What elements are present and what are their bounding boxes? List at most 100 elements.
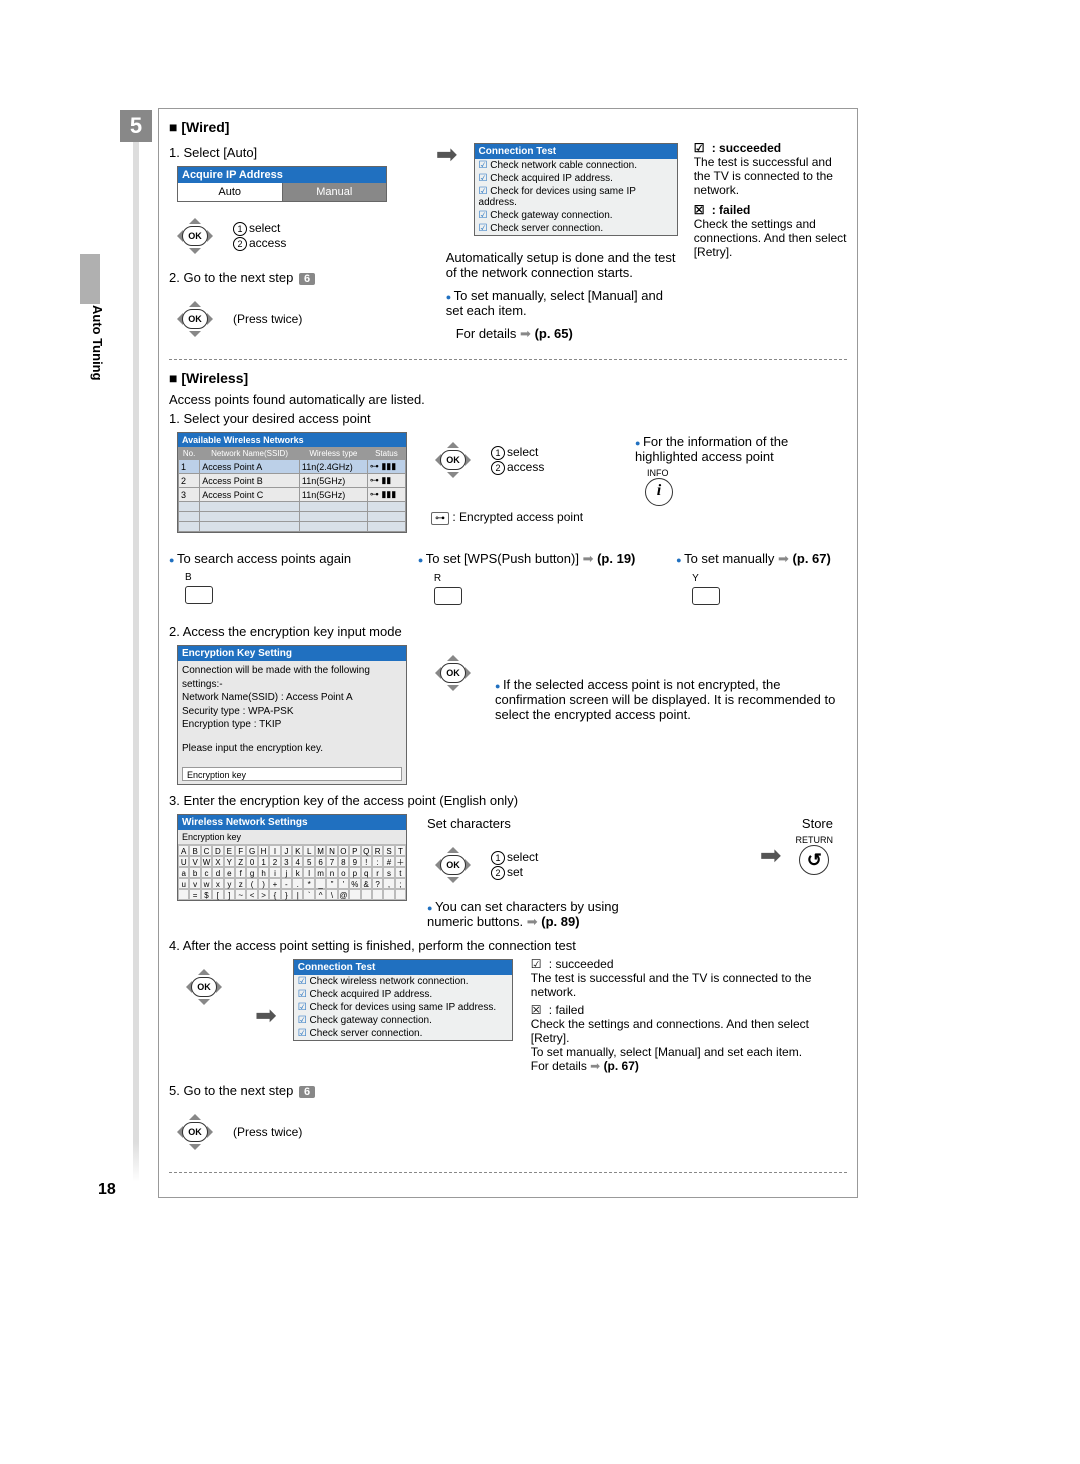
keyboard-key[interactable]: H (258, 845, 269, 856)
keyboard-key[interactable]: 9 (349, 856, 360, 867)
keyboard-key[interactable]: s (383, 867, 394, 878)
keyboard-key[interactable]: . (292, 878, 303, 889)
keyboard-key[interactable]: $ (201, 889, 212, 900)
keyboard-key[interactable] (395, 889, 406, 900)
keyboard-key[interactable]: : (372, 856, 383, 867)
keyboard-key[interactable]: i (269, 867, 280, 878)
keyboard-key[interactable]: ` (303, 889, 314, 900)
table-row[interactable]: 3Access Point C11n(5GHz)⊶ ▮▮▮ (179, 488, 406, 502)
keyboard-key[interactable]: f (235, 867, 246, 878)
keyboard-key[interactable]: w (201, 878, 212, 889)
keyboard-key[interactable]: 6 (315, 856, 326, 867)
keyboard-key[interactable]: a (178, 867, 189, 878)
keyboard-key[interactable]: G (246, 845, 257, 856)
keyboard-key[interactable]: b (189, 867, 200, 878)
keyboard-key[interactable]: J (281, 845, 292, 856)
yellow-button[interactable] (692, 587, 720, 605)
keyboard-key[interactable]: " (326, 878, 337, 889)
keyboard-key[interactable]: U (178, 856, 189, 867)
keyboard-key[interactable]: y (224, 878, 235, 889)
ok-dpad-2[interactable]: OK (171, 295, 219, 343)
keyboard-key[interactable]: \ (326, 889, 337, 900)
keyboard-key[interactable]: I (269, 845, 280, 856)
red-button[interactable] (434, 587, 462, 605)
keyboard-key[interactable]: 4 (292, 856, 303, 867)
keyboard-key[interactable]: F (235, 845, 246, 856)
keyboard-key[interactable]: j (281, 867, 292, 878)
info-icon[interactable]: i (645, 478, 673, 506)
keyboard-key[interactable]: Z (235, 856, 246, 867)
keyboard-key[interactable]: N (326, 845, 337, 856)
keyboard-key[interactable]: t (395, 867, 406, 878)
keyboard-key[interactable]: = (189, 889, 200, 900)
keyboard-key[interactable]: ' (338, 878, 349, 889)
keyboard-key[interactable] (361, 889, 372, 900)
keyboard-key[interactable]: @ (338, 889, 349, 900)
keyboard-key[interactable]: X (212, 856, 223, 867)
keyboard-key[interactable]: P (349, 845, 360, 856)
keyboard-key[interactable]: ＋ (395, 856, 406, 867)
keyboard-key[interactable]: 1 (258, 856, 269, 867)
keyboard-key[interactable]: T (395, 845, 406, 856)
keyboard-key[interactable]: 3 (281, 856, 292, 867)
keyboard-key[interactable]: r (372, 867, 383, 878)
keyboard-key[interactable]: m (315, 867, 326, 878)
keyboard-key[interactable]: # (383, 856, 394, 867)
keyboard-key[interactable]: x (212, 878, 223, 889)
keyboard-key[interactable]: L (303, 845, 314, 856)
ip-auto-cell[interactable]: Auto (178, 183, 283, 201)
keyboard-key[interactable]: { (269, 889, 280, 900)
keyboard-key[interactable]: W (201, 856, 212, 867)
keyboard-key[interactable]: % (349, 878, 360, 889)
keyboard-key[interactable]: A (178, 845, 189, 856)
keyboard-key[interactable]: R (372, 845, 383, 856)
keyboard-key[interactable]: S (383, 845, 394, 856)
keyboard-key[interactable]: < (246, 889, 257, 900)
blue-button[interactable] (185, 586, 213, 604)
keyboard-key[interactable]: l (303, 867, 314, 878)
keyboard-key[interactable]: v (189, 878, 200, 889)
keyboard-key[interactable]: 5 (303, 856, 314, 867)
keyboard-key[interactable] (383, 889, 394, 900)
keyboard-key[interactable] (372, 889, 383, 900)
keyboard-key[interactable]: ) (258, 878, 269, 889)
keyboard-key[interactable]: 7 (326, 856, 337, 867)
keyboard-key[interactable]: E (224, 845, 235, 856)
keyboard-key[interactable]: ( (246, 878, 257, 889)
keyboard-key[interactable]: D (212, 845, 223, 856)
keyboard-key[interactable]: _ (315, 878, 326, 889)
keyboard-key[interactable] (349, 889, 360, 900)
keyboard-key[interactable]: q (361, 867, 372, 878)
keyboard-key[interactable]: C (201, 845, 212, 856)
keyboard-key[interactable]: h (258, 867, 269, 878)
keyboard-key[interactable]: 0 (246, 856, 257, 867)
ok-dpad-5[interactable]: OK (429, 841, 477, 889)
keyboard-key[interactable]: ? (372, 878, 383, 889)
keyboard-key[interactable]: } (281, 889, 292, 900)
ok-dpad-4[interactable]: OK (429, 649, 477, 697)
table-row[interactable]: 2Access Point B11n(5GHz)⊶ ▮▮ (179, 474, 406, 488)
keyboard-key[interactable]: > (258, 889, 269, 900)
keyboard-key[interactable]: g (246, 867, 257, 878)
ok-dpad[interactable]: OK (171, 212, 219, 260)
keyboard-key[interactable]: n (326, 867, 337, 878)
keyboard-key[interactable]: 8 (338, 856, 349, 867)
keyboard-key[interactable]: Y (224, 856, 235, 867)
ok-dpad-7[interactable]: OK (171, 1108, 219, 1156)
keyboard-key[interactable]: V (189, 856, 200, 867)
keyboard-key[interactable]: e (224, 867, 235, 878)
keyboard-key[interactable]: , (383, 878, 394, 889)
keyboard-key[interactable]: | (292, 889, 303, 900)
keyboard-key[interactable]: K (292, 845, 303, 856)
keyboard-key[interactable]: M (315, 845, 326, 856)
keyboard-key[interactable]: [ (212, 889, 223, 900)
keyboard-key[interactable]: d (212, 867, 223, 878)
keyboard-key[interactable]: + (269, 878, 280, 889)
return-icon[interactable]: ↺ (799, 845, 829, 875)
keyboard-key[interactable]: * (303, 878, 314, 889)
keyboard-key[interactable]: ~ (235, 889, 246, 900)
keyboard-key[interactable]: o (338, 867, 349, 878)
keyboard-key[interactable]: p (349, 867, 360, 878)
ip-manual-cell[interactable]: Manual (283, 183, 387, 201)
keyboard-key[interactable]: u (178, 878, 189, 889)
